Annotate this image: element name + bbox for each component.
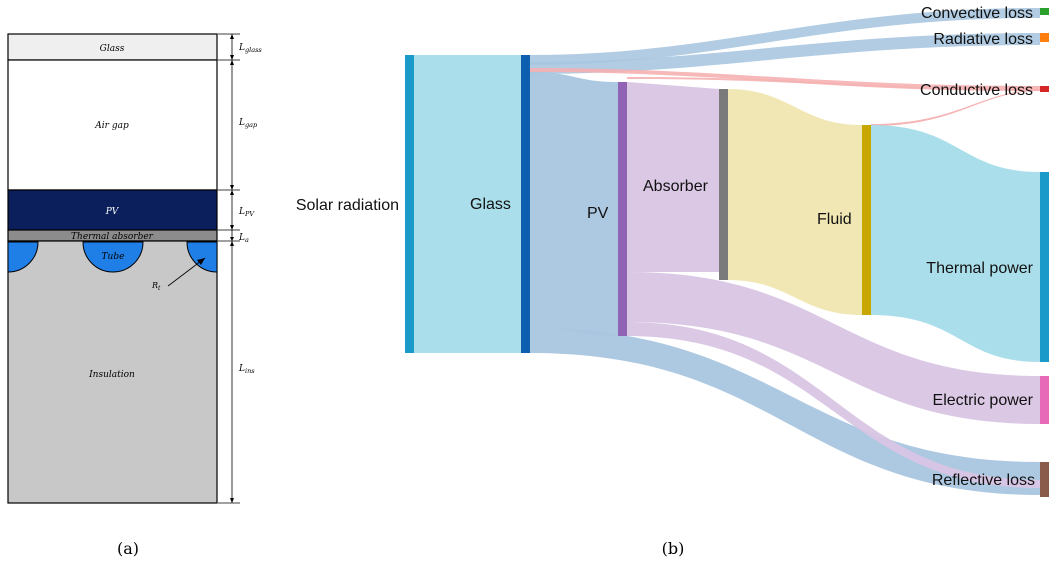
panel-a-cross-section: Glass Air gap PV Thermal absorber Insula… xyxy=(7,33,262,558)
dim-gap-label: Lgap xyxy=(238,118,258,129)
dim-pv-label: LPV xyxy=(238,207,255,218)
panel-b-sankey: Solar radiation Glass PV Absorber Fluid … xyxy=(296,5,1049,558)
link-absorber-fluid xyxy=(728,89,862,315)
thermal-absorber-label: Thermal absorber xyxy=(71,232,154,242)
label-thermal-power: Thermal power xyxy=(926,260,1033,277)
node-absorber xyxy=(719,89,728,280)
panel-b-caption: (b) xyxy=(662,539,685,558)
label-fluid: Fluid xyxy=(817,211,852,228)
node-thermal-power xyxy=(1040,172,1049,362)
link-solar-glass xyxy=(410,55,521,353)
insulation-layer xyxy=(7,240,218,504)
link-glass-pv xyxy=(530,72,618,336)
node-conductive-loss xyxy=(1040,86,1049,92)
tube-right xyxy=(186,241,218,273)
node-glass xyxy=(521,55,530,353)
dim-absorber-label: La xyxy=(238,233,249,244)
link-pv-absorber xyxy=(627,82,719,272)
air-gap-layer xyxy=(7,59,218,191)
link-pv-electric xyxy=(627,272,1040,424)
label-glass: Glass xyxy=(470,196,511,213)
node-reflective-loss xyxy=(1040,462,1049,497)
tube-left xyxy=(7,241,39,273)
pv-layer-label: PV xyxy=(105,207,120,217)
node-convective-loss xyxy=(1040,8,1049,15)
tube-center xyxy=(82,241,144,273)
label-pv: PV xyxy=(587,205,609,222)
label-convective-loss: Convective loss xyxy=(921,5,1033,22)
insulation-label: Insulation xyxy=(88,370,135,380)
air-gap-label: Air gap xyxy=(94,121,129,131)
link-pv-conductive xyxy=(627,77,1040,91)
dimension-ticks xyxy=(230,34,234,503)
node-radiative-loss xyxy=(1040,33,1049,42)
link-fluid-thermal xyxy=(871,125,1040,362)
link-glass-radiative xyxy=(530,33,1040,74)
link-glass-convective xyxy=(530,8,1040,65)
tube-radius-arrow xyxy=(167,257,206,287)
label-radiative-loss: Radiative loss xyxy=(933,31,1033,48)
pv-layer xyxy=(7,189,218,231)
dimension-lines xyxy=(218,33,240,504)
link-glass-conductive xyxy=(530,68,1040,90)
dim-glass-label: Lglass xyxy=(238,43,262,54)
label-absorber: Absorber xyxy=(643,178,709,195)
tube-label: Tube xyxy=(102,252,125,262)
label-electric-power: Electric power xyxy=(933,392,1034,409)
glass-layer-label: Glass xyxy=(100,44,125,54)
glass-layer xyxy=(7,33,218,61)
panel-a-caption: (a) xyxy=(117,539,139,558)
tube-radius-label: Rt xyxy=(151,281,161,292)
node-solar-radiation xyxy=(405,55,414,353)
dim-insulation-label: Lins xyxy=(238,364,255,375)
label-conductive-loss: Conductive loss xyxy=(920,82,1033,99)
label-solar-radiation: Solar radiation xyxy=(296,197,399,214)
link-pv-reflective xyxy=(627,322,1040,488)
node-electric-power xyxy=(1040,376,1049,424)
label-reflective-loss: Reflective loss xyxy=(932,472,1035,489)
node-fluid xyxy=(862,125,871,315)
node-pv xyxy=(618,82,627,336)
tube-radius-arrowhead xyxy=(197,258,205,265)
